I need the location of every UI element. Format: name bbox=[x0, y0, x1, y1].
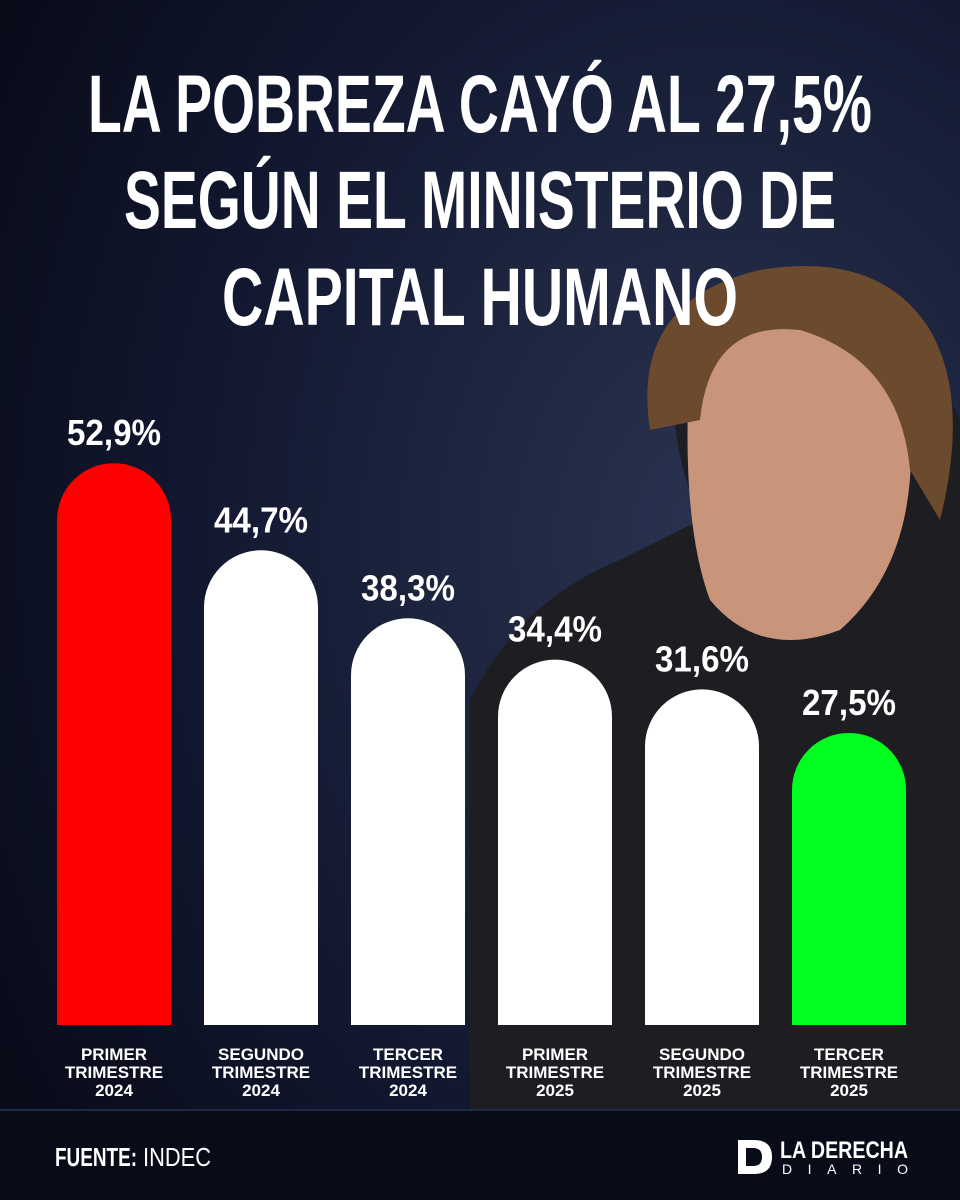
bar bbox=[204, 550, 318, 1025]
bar bbox=[351, 618, 466, 1025]
x-tick-label: SEGUNDO bbox=[659, 1045, 745, 1064]
x-tick-label: 2024 bbox=[95, 1081, 133, 1100]
value-label: 44,7% bbox=[214, 499, 308, 540]
bar bbox=[498, 659, 612, 1025]
x-tick-label: TRIMESTRE bbox=[65, 1063, 163, 1082]
source: INDEC bbox=[143, 1142, 211, 1172]
x-tick-label: TRIMESTRE bbox=[653, 1063, 751, 1082]
x-tick-label: 2025 bbox=[536, 1081, 574, 1100]
brand: LA DERECHA bbox=[780, 1137, 908, 1164]
x-tick-label: SEGUNDO bbox=[218, 1045, 304, 1064]
x-tick-label: TRIMESTRE bbox=[506, 1063, 604, 1082]
x-tick-label: 2024 bbox=[389, 1081, 427, 1100]
title-line: CAPITAL HUMANO bbox=[222, 252, 738, 343]
logo-icon bbox=[738, 1140, 772, 1174]
bar bbox=[792, 732, 906, 1025]
x-tick-label: TRIMESTRE bbox=[212, 1063, 310, 1082]
source-label: FUENTE: bbox=[55, 1142, 137, 1172]
x-tick-label: 2024 bbox=[242, 1081, 280, 1100]
x-tick-label: TERCER bbox=[373, 1045, 443, 1064]
bar bbox=[57, 463, 171, 1025]
x-tick-label: TRIMESTRE bbox=[800, 1063, 898, 1082]
x-tick-label: PRIMER bbox=[522, 1045, 588, 1064]
x-tick-label: 2025 bbox=[683, 1081, 721, 1100]
value-label: 52,9% bbox=[67, 412, 161, 453]
bar bbox=[645, 689, 759, 1025]
x-tick-label: TERCER bbox=[814, 1045, 884, 1064]
value-label: 34,4% bbox=[508, 609, 602, 650]
value-label: 31,6% bbox=[655, 638, 749, 679]
x-tick-label: PRIMER bbox=[81, 1045, 147, 1064]
x-tick-label: TRIMESTRE bbox=[359, 1063, 457, 1082]
value-label: 27,5% bbox=[802, 682, 896, 723]
title-line: SEGÚN EL MINISTERIO DE bbox=[124, 155, 836, 246]
value-label: 38,3% bbox=[361, 567, 455, 608]
x-tick-label: 2025 bbox=[830, 1081, 868, 1100]
title-line: LA POBREZA CAYÓ AL 27,5% bbox=[88, 59, 872, 150]
footer-bar bbox=[0, 1110, 960, 1200]
